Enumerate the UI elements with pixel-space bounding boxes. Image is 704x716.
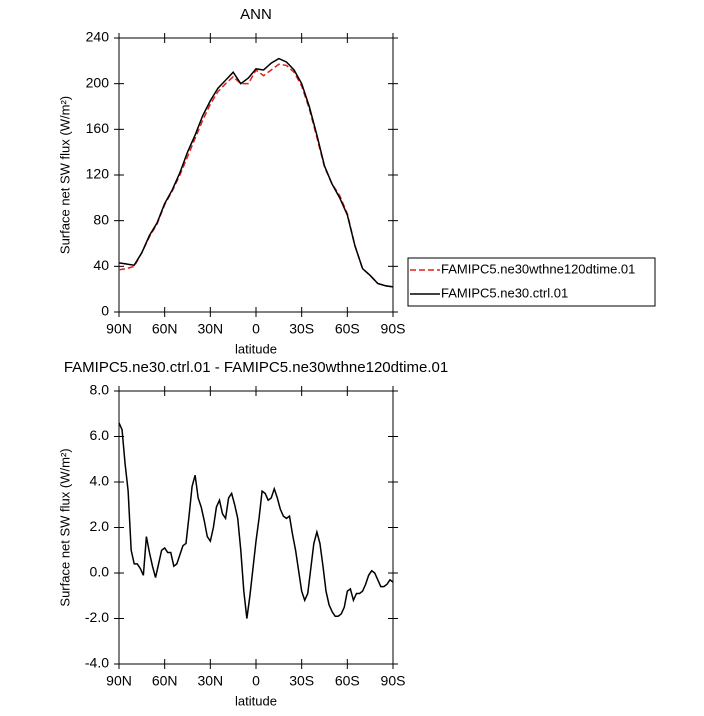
y-tick-label: 6.0 [90,427,110,443]
legend-label: FAMIPC5.ne30wthne120dtime.01 [441,261,635,276]
y-tick-label: 0.0 [90,564,110,580]
y-tick-label: -2.0 [85,609,109,625]
x-tick-label: 60N [152,673,178,689]
x-tick-label: 0 [252,673,260,689]
x-tick-label: 0 [252,321,260,337]
y-tick-label: 2.0 [90,518,110,534]
x-tick-label: 30S [289,321,314,337]
x-tick-label: 30N [197,673,223,689]
legend-label: FAMIPC5.ne30.ctrl.01 [441,285,568,300]
y-tick-label: 40 [93,257,109,273]
x-tick-label: 60S [335,673,360,689]
data-line [118,57,394,288]
y-tick-label: 80 [93,211,109,227]
x-tick-label: 90S [381,321,406,337]
x-axis-label: latitude [235,341,277,356]
y-tick-label: 160 [86,120,110,136]
chart-title: ANN [240,6,272,23]
data-line [118,63,394,288]
x-tick-label: 90S [381,673,406,689]
y-axis-label: Surface net SW flux (W/m²) [57,448,72,606]
x-tick-label: 30S [289,673,314,689]
chart-title: FAMIPC5.ne30.ctrl.01 - FAMIPC5.ne30wthne… [64,359,448,376]
plot-frame [118,390,394,665]
x-tick-label: 30N [197,321,223,337]
y-tick-label: 120 [86,166,110,182]
y-tick-label: 0 [101,303,109,319]
x-tick-label: 90N [106,673,132,689]
y-tick-label: 8.0 [90,382,110,398]
x-axis-label: latitude [235,693,277,708]
y-tick-label: 240 [86,29,110,45]
x-tick-label: 60S [335,321,360,337]
legend-box [407,257,656,307]
y-axis-label: Surface net SW flux (W/m²) [57,96,72,254]
y-tick-label: 4.0 [90,473,110,489]
data-line [118,422,394,619]
y-tick-label: 200 [86,74,110,90]
plot-frame [118,37,394,313]
x-tick-label: 90N [106,321,132,337]
x-tick-label: 60N [152,321,178,337]
y-tick-label: -4.0 [85,655,109,671]
